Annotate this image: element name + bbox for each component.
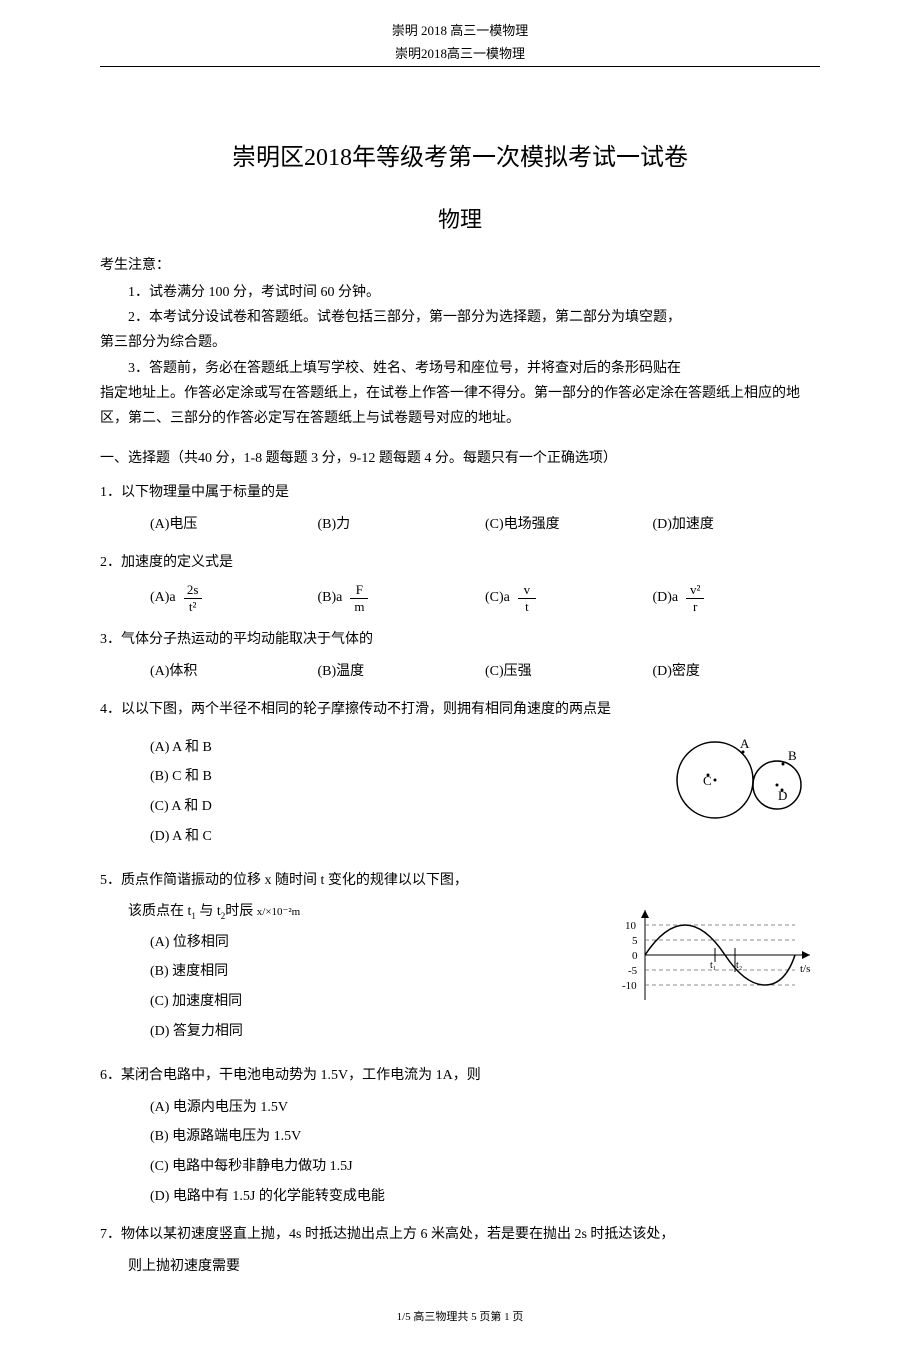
question-7: 7．物体以某初速度竖直上抛，4s 时抵达抛出点上方 6 米高处，若是要在抛出 2… [100,1223,820,1279]
q5-text-2: 该质点在 t1 与 t2时辰 x/×10⁻²m [100,900,610,924]
q1-option-c: (C)电场强度 [485,513,653,537]
svg-text:t₁: t₁ [710,960,716,971]
q7-text-2: 则上抛初速度需要 [100,1255,820,1279]
q6-option-b: (B) 电源路端电压为 1.5V [150,1125,820,1149]
svg-text:t/s: t/s [800,963,810,975]
svg-text:-10: -10 [622,980,637,992]
q1-text: 1．以下物理量中属于标量的是 [100,481,820,505]
q3-option-d: (D)密度 [653,660,821,684]
q6-option-a: (A) 电源内电压为 1.5V [150,1096,820,1120]
q4-option-a: (A) A 和 B [150,736,660,760]
svg-text:A: A [740,736,750,751]
question-5: 5．质点作简谐振动的位移 x 随时间 t 变化的规律以以下图， 该质点在 t1 … [100,869,820,1050]
q6-text: 6．某闭合电路中，干电池电动势为 1.5V，工作电流为 1A，则 [100,1064,820,1088]
header-line-2: 崇明2018高三一模物理 [100,43,820,62]
q5-option-d: (D) 答复力相同 [150,1020,610,1044]
q5-figure: 10 5 0 -5 -10 t₁ t₂ t/s [620,900,820,1019]
question-4: 4．以以下图，两个半径不相同的轮子摩擦传动不打滑，则拥有相同角速度的两点是 (A… [100,698,820,855]
q6-option-d: (D) 电路中有 1.5J 的化学能转变成电能 [150,1185,820,1209]
wheels-diagram-icon: A B C D [670,730,820,830]
q3-text: 3．气体分子热运动的平均动能取决于气体的 [100,628,820,652]
q4-option-c: (C) A 和 D [150,795,660,819]
q1-option-d: (D)加速度 [653,513,821,537]
q5-option-c: (C) 加速度相同 [150,990,610,1014]
q3-option-b: (B)温度 [318,660,486,684]
q2-option-a: (A)a 2st² [150,583,318,615]
notice-title: 考生注意： [100,254,820,274]
q3-option-c: (C)压强 [485,660,653,684]
q6-option-c: (C) 电路中每秒非静电力做功 1.5J [150,1155,820,1179]
footer-text: 1/5 高三物理共 5 页第 1 页 [100,1308,820,1324]
section-1-title: 一、选择题（共40 分，1-8 题每题 3 分，9-12 题每题 4 分。每题只… [100,447,820,467]
question-6: 6．某闭合电路中，干电池电动势为 1.5V，工作电流为 1A，则 (A) 电源内… [100,1064,820,1209]
svg-text:B: B [788,748,797,763]
svg-text:t₂: t₂ [736,960,742,971]
svg-text:-5: -5 [628,965,638,977]
svg-text:0: 0 [632,950,638,962]
q2-option-c: (C)a vt [485,583,653,615]
header-line-1: 崇明 2018 高三一模物理 [100,20,820,39]
notice-item-3: 3．答题前，务必在答题纸上填写学校、姓名、考场号和座位号，并将查对后的条形码贴在 [100,356,820,381]
question-3: 3．气体分子热运动的平均动能取决于气体的 (A)体积 (B)温度 (C)压强 (… [100,628,820,684]
q1-option-b: (B)力 [318,513,486,537]
subject-title: 物理 [100,202,820,234]
main-title: 崇明区2018年等级考第一次模拟考试一试卷 [100,137,820,172]
q3-option-a: (A)体积 [150,660,318,684]
q7-text-1: 7．物体以某初速度竖直上抛，4s 时抵达抛出点上方 6 米高处，若是要在抛出 2… [100,1223,820,1247]
q2-text: 2．加速度的定义式是 [100,551,820,575]
q5-option-a: (A) 位移相同 [150,931,610,955]
q2-option-d: (D)a v²r [653,583,821,615]
q2-option-b: (B)a Fm [318,583,486,615]
header-divider [100,66,820,67]
q4-text: 4．以以下图，两个半径不相同的轮子摩擦传动不打滑，则拥有相同角速度的两点是 [100,698,820,722]
shm-graph-icon: 10 5 0 -5 -10 t₁ t₂ t/s [620,900,820,1010]
question-2: 2．加速度的定义式是 (A)a 2st² (B)a Fm (C)a vt (D)… [100,551,820,614]
q4-figure: A B C D [670,730,820,839]
question-1: 1．以下物理量中属于标量的是 (A)电压 (B)力 (C)电场强度 (D)加速度 [100,481,820,537]
notice-item-2b: 第三部分为综合题。 [100,330,820,355]
q4-option-b: (B) C 和 B [150,765,660,789]
svg-text:10: 10 [625,920,637,932]
q5-option-b: (B) 速度相同 [150,960,610,984]
q4-option-d: (D) A 和 C [150,825,660,849]
notice-item-2: 2．本考试分设试卷和答题纸。试卷包括三部分，第一部分为选择题，第二部分为填空题， [100,305,820,330]
q5-text-1: 5．质点作简谐振动的位移 x 随时间 t 变化的规律以以下图， [100,869,820,893]
notice-item-1: 1．试卷满分 100 分，考试时间 60 分钟。 [100,280,820,305]
notice-block: 考生注意： 1．试卷满分 100 分，考试时间 60 分钟。 2．本考试分设试卷… [100,254,820,431]
notice-item-3b: 指定地址上。作答必定涂或写在答题纸上，在试卷上作答一律不得分。第一部分的作答必定… [100,381,820,431]
svg-text:5: 5 [632,935,638,947]
q1-option-a: (A)电压 [150,513,318,537]
